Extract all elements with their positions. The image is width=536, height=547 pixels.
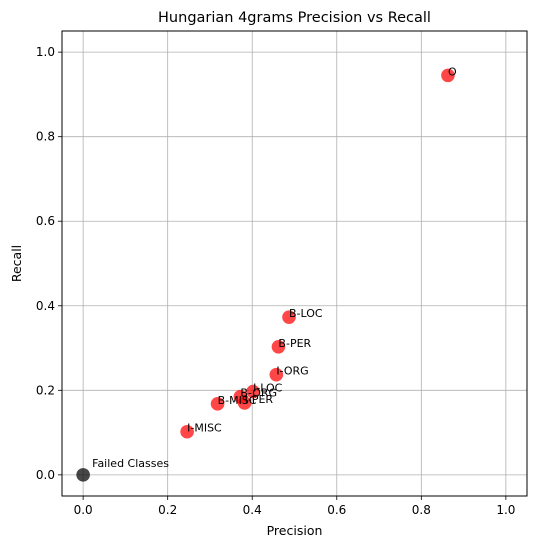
data-point [271, 339, 286, 354]
point-label: O [448, 65, 457, 78]
data-point [246, 384, 260, 399]
data-point [237, 396, 252, 410]
data-point [210, 397, 225, 411]
data-point [269, 367, 284, 382]
point-label: I-ORG [276, 365, 308, 378]
point-label: B-ORG [240, 387, 277, 400]
point-label: I-MISC [187, 422, 222, 435]
x-tick-label: 0.2 [158, 503, 177, 517]
y-tick-label: 0.6 [36, 214, 55, 228]
chart-title: Hungarian 4grams Precision vs Recall [158, 10, 431, 26]
x-tick-label: 0.8 [412, 503, 431, 517]
grid [62, 31, 527, 496]
point-label: Failed Classes [92, 457, 169, 470]
y-tick-label: 0.0 [36, 468, 55, 482]
data-point [76, 468, 90, 482]
point-label: I-LOC [253, 382, 283, 395]
point-label: B-PER [278, 337, 311, 350]
x-tick-label: 1.0 [496, 503, 515, 517]
x-tick-label: 0.4 [243, 503, 262, 517]
y-axis-ticks: 0.0 0.2 0.4 0.6 0.8 1.0 [36, 45, 62, 482]
plot-frame [61, 30, 528, 497]
data-point [282, 310, 296, 324]
y-tick-label: 0.8 [36, 130, 55, 144]
y-tick-label: 0.2 [36, 383, 55, 397]
point-label: B-LOC [289, 307, 323, 320]
x-axis-label: Precision [267, 523, 323, 538]
y-axis-label: Recall [9, 245, 24, 282]
data-point [441, 68, 455, 83]
data-point [180, 424, 194, 439]
x-tick-label: 0.6 [327, 503, 346, 517]
point-label: I-PER [245, 393, 274, 406]
y-tick-label: 0.4 [36, 299, 55, 313]
point-label: B-MISC [218, 394, 257, 407]
y-tick-label: 1.0 [36, 45, 55, 59]
x-axis-ticks: 0.0 0.2 0.4 0.6 0.8 1.0 [74, 496, 515, 517]
x-tick-label: 0.0 [74, 503, 93, 517]
points-layer [76, 68, 455, 482]
